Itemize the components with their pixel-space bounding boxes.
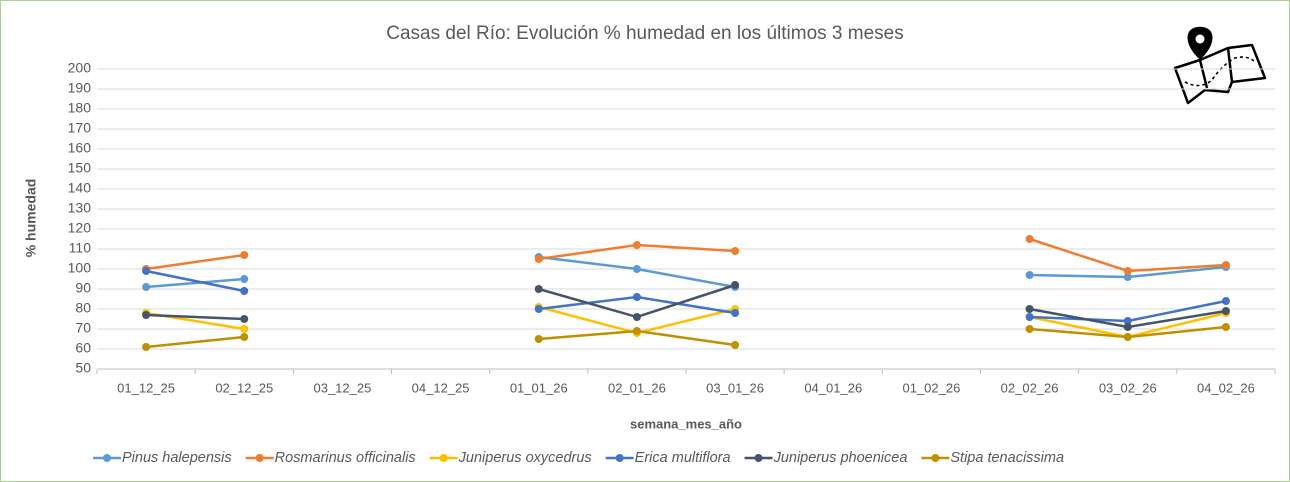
legend-marker [931,454,940,462]
data-point [240,325,249,333]
x-tick-label: 01_12_25 [117,380,175,395]
data-point [632,327,641,335]
data-point [1025,325,1034,333]
y-tick-label: 90 [75,280,91,296]
y-tick-label: 50 [75,360,91,376]
data-point [142,283,151,291]
y-tick-label: 150 [68,160,92,176]
data-point [142,343,151,351]
data-point [1221,307,1230,315]
data-point [534,335,543,343]
x-tick-label: 04_01_26 [804,380,862,395]
y-tick-label: 60 [75,340,91,356]
legend-label: Stipa tenacissima [950,450,1064,466]
data-point [1221,297,1230,305]
data-point [142,311,151,319]
data-point [1025,305,1034,313]
data-point [240,333,249,341]
data-point [1123,333,1132,341]
y-tick-label: 140 [68,180,92,196]
x-tick-label: 04_12_25 [412,380,470,395]
data-point [731,341,740,349]
legend-label: Pinus halepensis [122,450,232,466]
data-point [240,275,249,283]
legend-label: Juniperus phoenicea [773,450,908,466]
x-tick-label: 02_02_26 [1001,380,1059,395]
legend-marker [439,454,448,462]
legend-marker [615,454,624,462]
x-tick-label: 02_12_25 [215,380,273,395]
legend-marker [754,454,763,462]
data-point [632,241,641,249]
data-point [240,315,249,323]
y-tick-label: 110 [69,240,92,256]
legend-marker [103,454,111,462]
data-point [1221,323,1230,331]
y-tick-label: 130 [68,200,92,216]
data-point [1221,261,1230,269]
chart-title: Casas del Río: Evolución % humedad en lo… [386,23,903,44]
x-tick-label: 03_02_26 [1099,380,1157,395]
data-point [731,309,740,317]
y-tick-label: 200 [68,60,92,76]
y-tick-label: 170 [68,120,92,136]
y-tick-label: 80 [75,300,91,316]
y-tick-label: 180 [68,100,92,116]
data-point [534,305,543,313]
y-tick-label: 160 [68,140,92,156]
data-point [142,267,151,275]
x-tick-label: 01_02_26 [902,380,960,395]
legend-label: Rosmarinus officinalis [275,450,416,466]
data-point [1025,313,1034,321]
data-point [1123,273,1132,281]
data-point [731,247,740,255]
data-point [632,293,641,301]
legend-label: Juniperus oxycedrus [458,450,592,466]
data-point [534,285,543,293]
data-point [1025,271,1034,279]
x-tick-label: 02_01_26 [608,380,666,395]
data-point [1025,235,1034,243]
legend-marker [255,454,264,462]
data-point [1123,267,1132,275]
data-point [1123,317,1132,325]
data-point [632,265,641,273]
data-point [632,313,641,321]
data-point [240,251,249,259]
x-tick-label: 03_12_25 [313,380,371,395]
y-axis-label: % humedad [23,179,39,258]
y-tick-label: 120 [68,220,92,236]
data-point [731,281,740,289]
x-tick-label: 03_01_26 [706,380,764,395]
x-tick-label: 01_01_26 [510,380,568,395]
x-axis-label: semana_mes_año [630,416,742,431]
y-tick-label: 190 [68,80,92,96]
data-point [240,287,249,295]
y-tick-label: 70 [75,320,91,336]
y-tick-label: 100 [68,260,92,276]
legend-label: Erica multiflora [635,450,731,466]
data-point [534,255,543,263]
x-tick-label: 04_02_26 [1197,380,1255,395]
data-point [1123,323,1132,331]
